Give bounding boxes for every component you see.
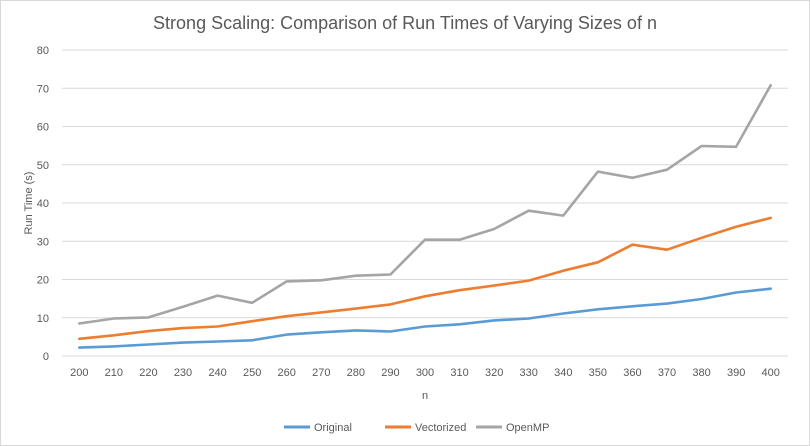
x-tick-label: 330	[520, 367, 538, 379]
legend-label-original: Original	[314, 422, 352, 434]
x-tick-label: 360	[623, 367, 641, 379]
x-tick-label: 340	[554, 367, 572, 379]
x-tick-label: 270	[312, 367, 330, 379]
x-tick-label: 220	[139, 367, 157, 379]
x-tick-label: 400	[762, 367, 780, 379]
x-tick-label: 230	[174, 367, 192, 379]
y-tick-label: 50	[37, 160, 49, 172]
x-tick-label: 300	[416, 367, 434, 379]
legend-label-vectorized: Vectorized	[415, 422, 466, 434]
y-tick-label: 30	[37, 236, 49, 248]
x-tick-label: 240	[208, 367, 226, 379]
y-tick-label: 80	[37, 45, 49, 57]
y-tick-label: 10	[37, 313, 49, 325]
y-axis-label: Run Time (s)	[23, 172, 35, 235]
x-tick-label: 210	[105, 367, 123, 379]
y-tick-label: 60	[37, 122, 49, 134]
x-tick-label: 260	[278, 367, 296, 379]
x-tick-label: 350	[589, 367, 607, 379]
x-tick-label: 390	[727, 367, 745, 379]
y-tick-label: 40	[37, 198, 49, 210]
x-tick-label: 380	[692, 367, 710, 379]
series-line-vectorized	[78, 216, 773, 341]
chart-title: Strong Scaling: Comparison of Run Times …	[153, 13, 657, 33]
x-tick-label: 200	[70, 367, 88, 379]
x-tick-label: 370	[658, 367, 676, 379]
x-tick-label: 320	[485, 367, 503, 379]
legend-label-openmp: OpenMP	[506, 422, 549, 434]
y-tick-label: 20	[37, 275, 49, 287]
y-tick-label: 0	[43, 351, 49, 363]
series-line-original	[78, 287, 773, 349]
x-tick-label: 250	[243, 367, 261, 379]
x-tick-label: 280	[347, 367, 365, 379]
x-axis-label: n	[422, 390, 428, 402]
x-tick-label: 310	[450, 367, 468, 379]
x-tick-label: 290	[381, 367, 399, 379]
y-tick-label: 70	[37, 83, 49, 95]
series-line-openmp	[78, 83, 773, 325]
